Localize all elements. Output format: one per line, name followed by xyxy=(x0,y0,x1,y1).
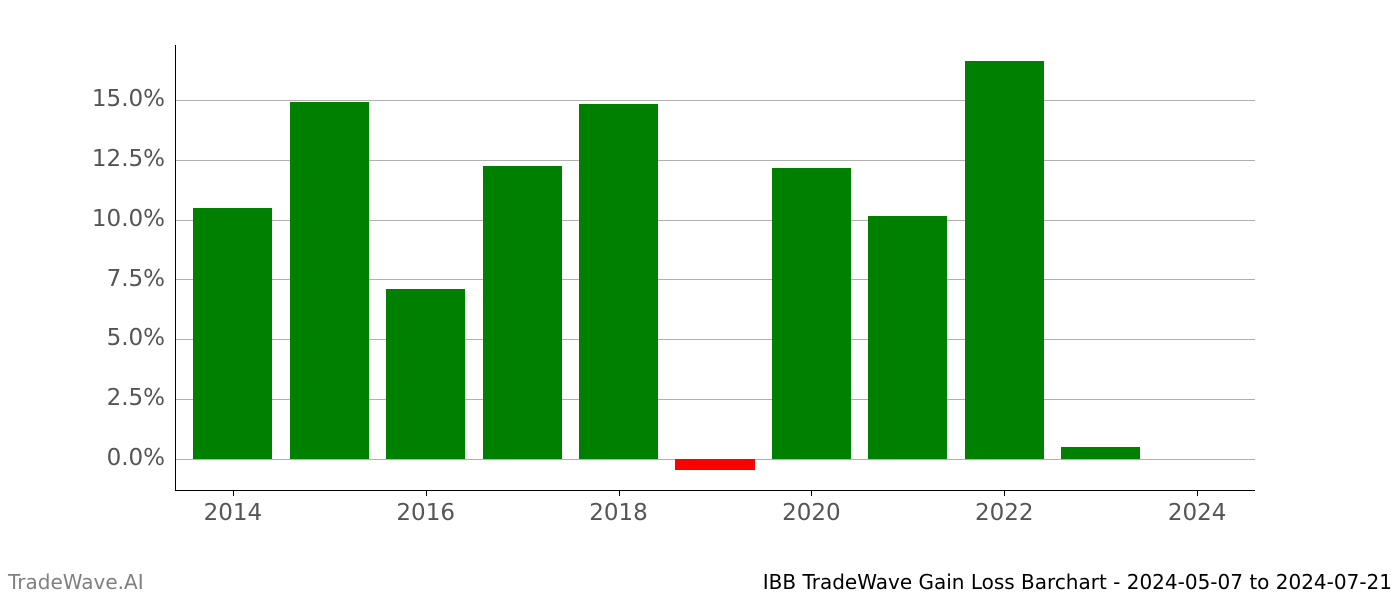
x-tick-mark xyxy=(426,490,427,496)
bar xyxy=(965,61,1044,459)
y-axis-line xyxy=(175,45,176,490)
y-tick-label: 7.5% xyxy=(80,266,165,292)
y-tick-label: 12.5% xyxy=(80,146,165,172)
x-tick-mark xyxy=(1004,490,1005,496)
x-tick-label: 2014 xyxy=(193,500,273,526)
x-tick-mark xyxy=(811,490,812,496)
grid-line xyxy=(175,100,1255,101)
y-tick-label: 10.0% xyxy=(80,206,165,232)
x-tick-label: 2018 xyxy=(579,500,659,526)
bar xyxy=(772,168,851,459)
x-tick-label: 2020 xyxy=(771,500,851,526)
chart-container: 0.0% 2.5% 5.0% 7.5% 10.0% 12.5% 15.0% 2014 2016 2… xyxy=(0,0,1400,600)
y-tick-label: 5.0% xyxy=(80,325,165,351)
y-tick-label: 2.5% xyxy=(80,385,165,411)
x-tick-mark xyxy=(619,490,620,496)
plot-area: 0.0%2.5%5.0%7.5%10.0%12.5%15.0%201420162… xyxy=(175,45,1255,490)
x-tick-label: 2024 xyxy=(1157,500,1237,526)
y-tick-label: 0.0% xyxy=(80,445,165,471)
footer-brand-text: TradeWave.AI xyxy=(8,570,144,594)
bar xyxy=(386,289,465,459)
footer-chart-caption: IBB TradeWave Gain Loss Barchart - 2024-… xyxy=(763,570,1392,594)
bar xyxy=(1061,447,1140,458)
x-axis-line xyxy=(175,490,1255,491)
x-tick-label: 2022 xyxy=(964,500,1044,526)
x-tick-mark xyxy=(233,490,234,496)
bar xyxy=(675,459,754,470)
bar xyxy=(579,104,658,459)
x-tick-mark xyxy=(1197,490,1198,496)
bar xyxy=(193,208,272,459)
y-tick-label: 15.0% xyxy=(80,86,165,112)
bar xyxy=(483,166,562,459)
x-tick-label: 2016 xyxy=(386,500,466,526)
bar xyxy=(290,102,369,458)
bar xyxy=(868,216,947,459)
